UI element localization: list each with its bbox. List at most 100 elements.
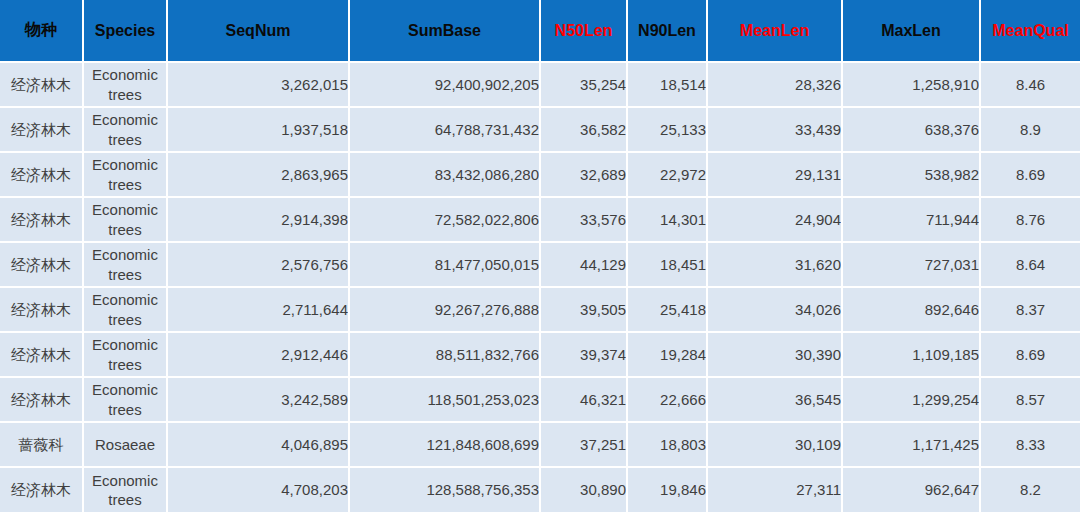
table-row: 经济林木Economic trees2,914,39872,582,022,80… <box>0 197 1080 242</box>
cell-seqnum: 2,912,446 <box>167 332 349 377</box>
cell-meanqual: 8.64 <box>980 242 1080 287</box>
cell-meanqual: 8.33 <box>980 422 1080 467</box>
cell-meanqual: 8.37 <box>980 287 1080 332</box>
cell-species-cn: 经济林木 <box>0 242 83 287</box>
table-row: 经济林木Economic trees3,262,01592,400,902,20… <box>0 62 1080 107</box>
cell-sumbase: 72,582,022,806 <box>349 197 540 242</box>
cell-seqnum: 2,914,398 <box>167 197 349 242</box>
table-row: 经济林木Economic trees2,576,75681,477,050,01… <box>0 242 1080 287</box>
column-header-maxlen: MaxLen <box>842 0 980 62</box>
cell-meanlen: 28,326 <box>707 62 842 107</box>
table-row: 经济林木Economic trees2,912,44688,511,832,76… <box>0 332 1080 377</box>
column-header-meanqual: MeanQual <box>980 0 1080 62</box>
cell-n50len: 39,374 <box>540 332 627 377</box>
cell-species-en: Economic trees <box>83 197 167 242</box>
cell-meanqual: 8.69 <box>980 152 1080 197</box>
cell-sumbase: 92,400,902,205 <box>349 62 540 107</box>
table-body: 经济林木Economic trees3,262,01592,400,902,20… <box>0 62 1080 512</box>
cell-n90len: 18,803 <box>627 422 707 467</box>
cell-n90len: 19,846 <box>627 467 707 512</box>
cell-meanlen: 31,620 <box>707 242 842 287</box>
cell-meanlen: 29,131 <box>707 152 842 197</box>
cell-species-cn: 经济林木 <box>0 62 83 107</box>
sequencing-stats-table: 物种SpeciesSeqNumSumBaseN50LenN90LenMeanLe… <box>0 0 1080 512</box>
column-header-n50len: N50Len <box>540 0 627 62</box>
cell-sumbase: 64,788,731,432 <box>349 107 540 152</box>
cell-sumbase: 81,477,050,015 <box>349 242 540 287</box>
cell-sumbase: 92,267,276,888 <box>349 287 540 332</box>
cell-species-cn: 经济林木 <box>0 152 83 197</box>
cell-maxlen: 711,944 <box>842 197 980 242</box>
cell-meanqual: 8.57 <box>980 377 1080 422</box>
table-row: 经济林木Economic trees3,242,589118,501,253,0… <box>0 377 1080 422</box>
cell-n90len: 25,418 <box>627 287 707 332</box>
cell-species-cn: 经济林木 <box>0 107 83 152</box>
cell-seqnum: 1,937,518 <box>167 107 349 152</box>
cell-n90len: 18,514 <box>627 62 707 107</box>
cell-meanqual: 8.76 <box>980 197 1080 242</box>
cell-n90len: 22,666 <box>627 377 707 422</box>
cell-n50len: 39,505 <box>540 287 627 332</box>
cell-maxlen: 1,299,254 <box>842 377 980 422</box>
cell-n50len: 32,689 <box>540 152 627 197</box>
cell-species-en: Rosaeae <box>83 422 167 467</box>
table-row: 经济林木Economic trees2,711,64492,267,276,88… <box>0 287 1080 332</box>
cell-maxlen: 962,647 <box>842 467 980 512</box>
cell-n90len: 19,284 <box>627 332 707 377</box>
cell-species-cn: 蔷薇科 <box>0 422 83 467</box>
cell-meanqual: 8.46 <box>980 62 1080 107</box>
cell-meanlen: 33,439 <box>707 107 842 152</box>
cell-meanqual: 8.69 <box>980 332 1080 377</box>
cell-n90len: 18,451 <box>627 242 707 287</box>
cell-n50len: 44,129 <box>540 242 627 287</box>
cell-n50len: 33,576 <box>540 197 627 242</box>
cell-species-cn: 经济林木 <box>0 377 83 422</box>
cell-n90len: 22,972 <box>627 152 707 197</box>
cell-meanlen: 34,026 <box>707 287 842 332</box>
cell-seqnum: 2,863,965 <box>167 152 349 197</box>
cell-meanlen: 30,390 <box>707 332 842 377</box>
column-header-species-en: Species <box>83 0 167 62</box>
cell-seqnum: 2,711,644 <box>167 287 349 332</box>
table-row: 经济林木Economic trees2,863,96583,432,086,28… <box>0 152 1080 197</box>
cell-sumbase: 118,501,253,023 <box>349 377 540 422</box>
cell-n50len: 30,890 <box>540 467 627 512</box>
cell-maxlen: 727,031 <box>842 242 980 287</box>
cell-meanlen: 24,904 <box>707 197 842 242</box>
cell-species-cn: 经济林木 <box>0 197 83 242</box>
table-row: 经济林木Economic trees1,937,51864,788,731,43… <box>0 107 1080 152</box>
cell-sumbase: 128,588,756,353 <box>349 467 540 512</box>
column-header-sumbase: SumBase <box>349 0 540 62</box>
cell-n50len: 46,321 <box>540 377 627 422</box>
cell-meanqual: 8.9 <box>980 107 1080 152</box>
cell-sumbase: 121,848,608,699 <box>349 422 540 467</box>
table-header: 物种SpeciesSeqNumSumBaseN50LenN90LenMeanLe… <box>0 0 1080 62</box>
cell-meanlen: 30,109 <box>707 422 842 467</box>
cell-species-en: Economic trees <box>83 152 167 197</box>
cell-species-en: Economic trees <box>83 242 167 287</box>
column-header-seqnum: SeqNum <box>167 0 349 62</box>
cell-species-cn: 经济林木 <box>0 467 83 512</box>
cell-meanlen: 27,311 <box>707 467 842 512</box>
column-header-species-cn: 物种 <box>0 0 83 62</box>
cell-n90len: 14,301 <box>627 197 707 242</box>
header-row: 物种SpeciesSeqNumSumBaseN50LenN90LenMeanLe… <box>0 0 1080 62</box>
cell-seqnum: 4,046,895 <box>167 422 349 467</box>
cell-maxlen: 1,109,185 <box>842 332 980 377</box>
cell-species-en: Economic trees <box>83 377 167 422</box>
cell-n50len: 36,582 <box>540 107 627 152</box>
cell-maxlen: 892,646 <box>842 287 980 332</box>
cell-species-en: Economic trees <box>83 467 167 512</box>
cell-maxlen: 638,376 <box>842 107 980 152</box>
cell-species-en: Economic trees <box>83 62 167 107</box>
cell-maxlen: 1,258,910 <box>842 62 980 107</box>
cell-seqnum: 3,242,589 <box>167 377 349 422</box>
cell-n50len: 37,251 <box>540 422 627 467</box>
cell-seqnum: 2,576,756 <box>167 242 349 287</box>
cell-species-en: Economic trees <box>83 287 167 332</box>
column-header-meanlen: MeanLen <box>707 0 842 62</box>
cell-maxlen: 1,171,425 <box>842 422 980 467</box>
cell-seqnum: 4,708,203 <box>167 467 349 512</box>
cell-species-cn: 经济林木 <box>0 287 83 332</box>
table-row: 蔷薇科Rosaeae4,046,895121,848,608,69937,251… <box>0 422 1080 467</box>
